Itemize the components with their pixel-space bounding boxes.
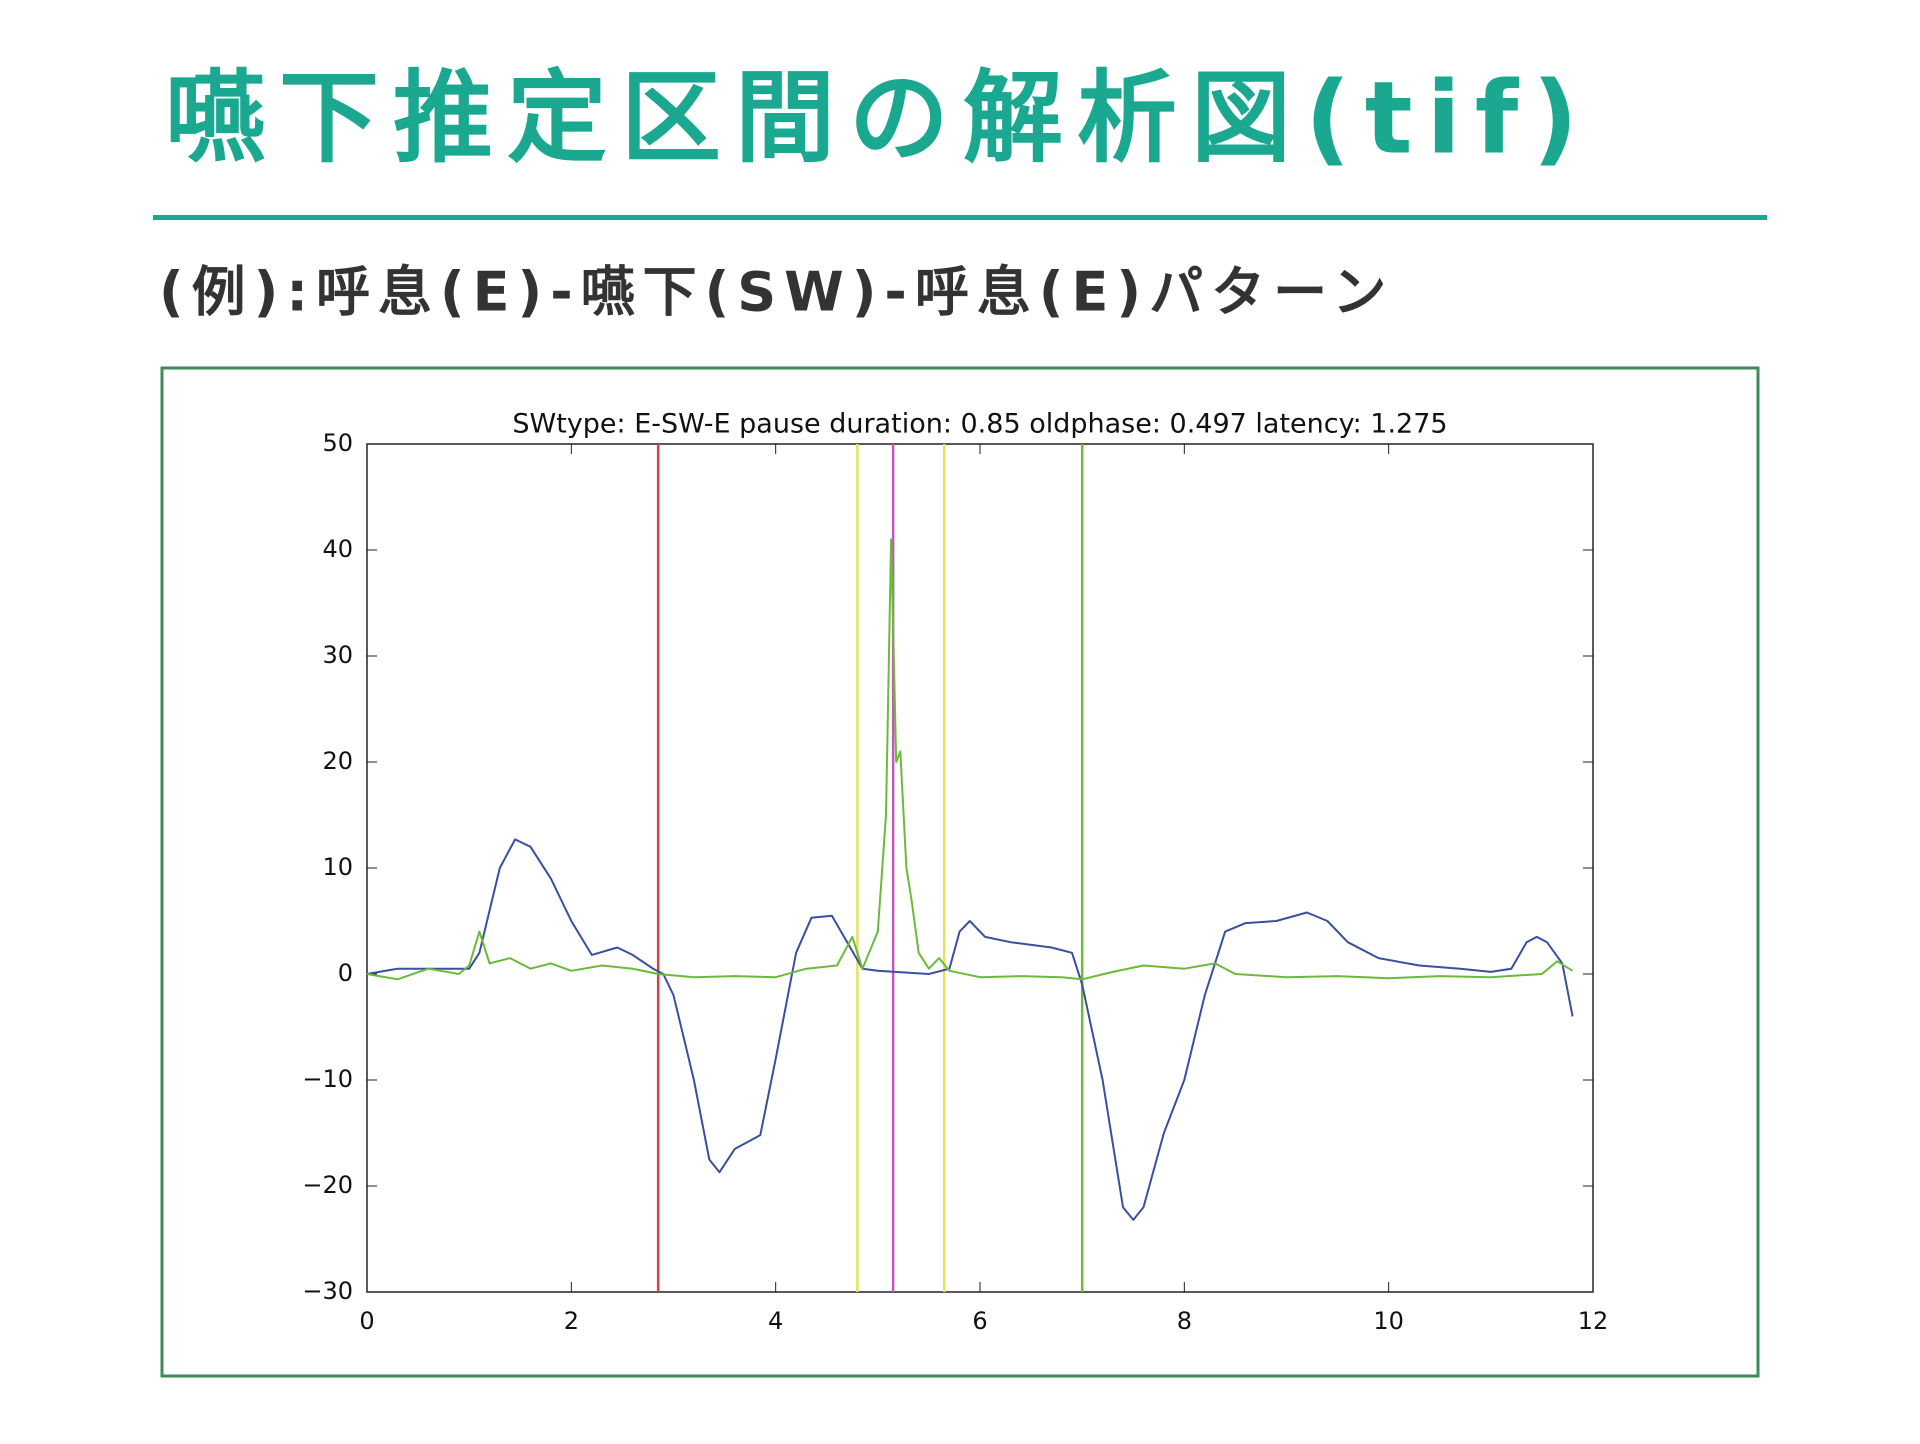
x-tick-label: 8 [1177, 1307, 1192, 1335]
x-tick-label: 4 [768, 1307, 783, 1335]
y-tick-label: 40 [322, 535, 353, 563]
y-tick-label: 20 [322, 747, 353, 775]
chart-frame [160, 366, 1760, 1378]
y-tick-label: −10 [302, 1065, 353, 1093]
x-tick-label: 0 [359, 1307, 374, 1335]
y-tick-label: −20 [302, 1171, 353, 1199]
y-tick-label: 0 [338, 959, 353, 987]
x-tick-label: 12 [1578, 1307, 1609, 1335]
x-tick-label: 2 [564, 1307, 579, 1335]
y-tick-label: 50 [322, 429, 353, 457]
x-tick-label: 6 [972, 1307, 987, 1335]
title-rule [153, 215, 1767, 220]
series-line [366, 538, 1574, 981]
series-line [366, 838, 1574, 1221]
y-tick-label: 10 [322, 853, 353, 881]
plot: 0 2 4 6 8 10 12 −30 −20 −10 0 10 20 30 40 50 [302, 429, 1608, 1335]
y-tick-label: 30 [322, 641, 353, 669]
slide-title: 嚥下推定区間の解析図(tif) [165, 59, 1592, 176]
slide-subtitle: (例):呼息(E)-嚥下(SW)-呼息(E)パターン [159, 261, 1394, 324]
x-tick-label: 10 [1373, 1307, 1404, 1335]
y-tick-label: −30 [302, 1277, 353, 1305]
chart-title: SWtype: E-SW-E pause duration: 0.85 oldp… [512, 409, 1447, 440]
